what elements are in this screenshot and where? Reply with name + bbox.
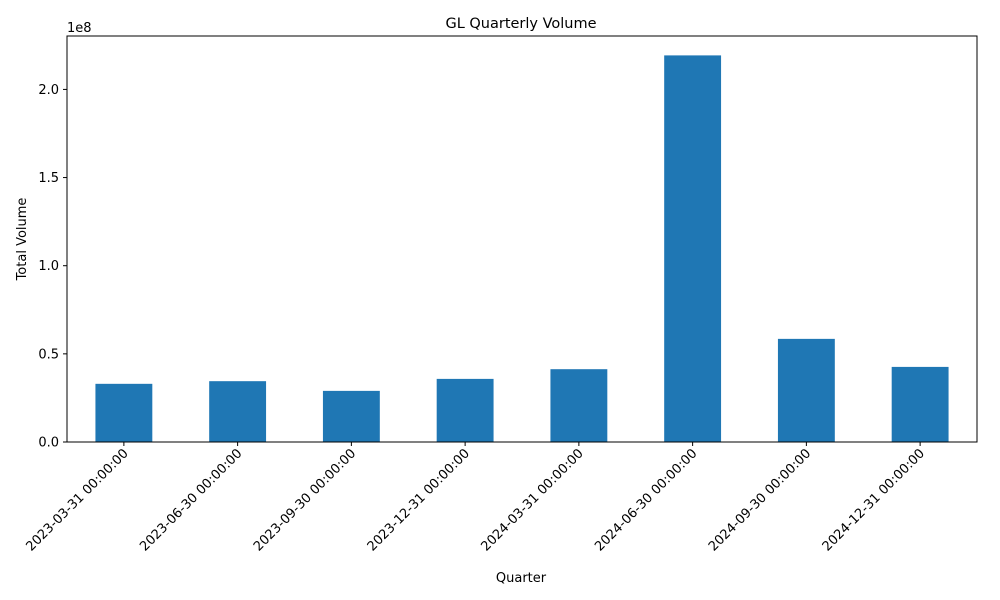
bar (777, 338, 835, 442)
bar (550, 369, 608, 442)
x-axis-label: Quarter (496, 571, 547, 586)
bars-group (95, 55, 949, 443)
x-tick-label: 2024-03-31 00:00:00 (478, 446, 586, 554)
x-tick-label: 2023-09-30 00:00:00 (251, 446, 359, 554)
bar (95, 383, 153, 442)
bar (664, 55, 722, 443)
x-tick-label: 2023-03-31 00:00:00 (23, 446, 131, 554)
bar (436, 378, 494, 442)
bar (209, 381, 267, 442)
y-axis-ticks: 0.0 0.5 1.0 1.5 2.0 (38, 83, 67, 451)
bar (322, 390, 380, 442)
x-tick-label: 2023-12-31 00:00:00 (365, 446, 473, 554)
x-axis-ticks: 2023-03-31 00:00:00 2023-06-30 00:00:00 20… (23, 442, 928, 554)
x-tick-label: 2024-09-30 00:00:00 (706, 446, 814, 554)
x-tick-label: 2023-06-30 00:00:00 (137, 446, 245, 554)
y-tick-label: 2.0 (38, 83, 59, 98)
x-tick-label: 2024-12-31 00:00:00 (820, 446, 928, 554)
bar (891, 366, 949, 442)
x-tick-label: 2024-06-30 00:00:00 (592, 446, 700, 554)
y-axis-offset-label: 1e8 (67, 21, 92, 36)
y-tick-label: 1.5 (38, 171, 59, 186)
y-axis-label: Total Volume (15, 198, 30, 282)
chart-title: GL Quarterly Volume (445, 16, 596, 32)
y-tick-label: 0.5 (38, 347, 59, 362)
plot-frame (66, 35, 978, 443)
y-tick-label: 1.0 (38, 259, 59, 274)
y-tick-label: 0.0 (38, 436, 59, 451)
